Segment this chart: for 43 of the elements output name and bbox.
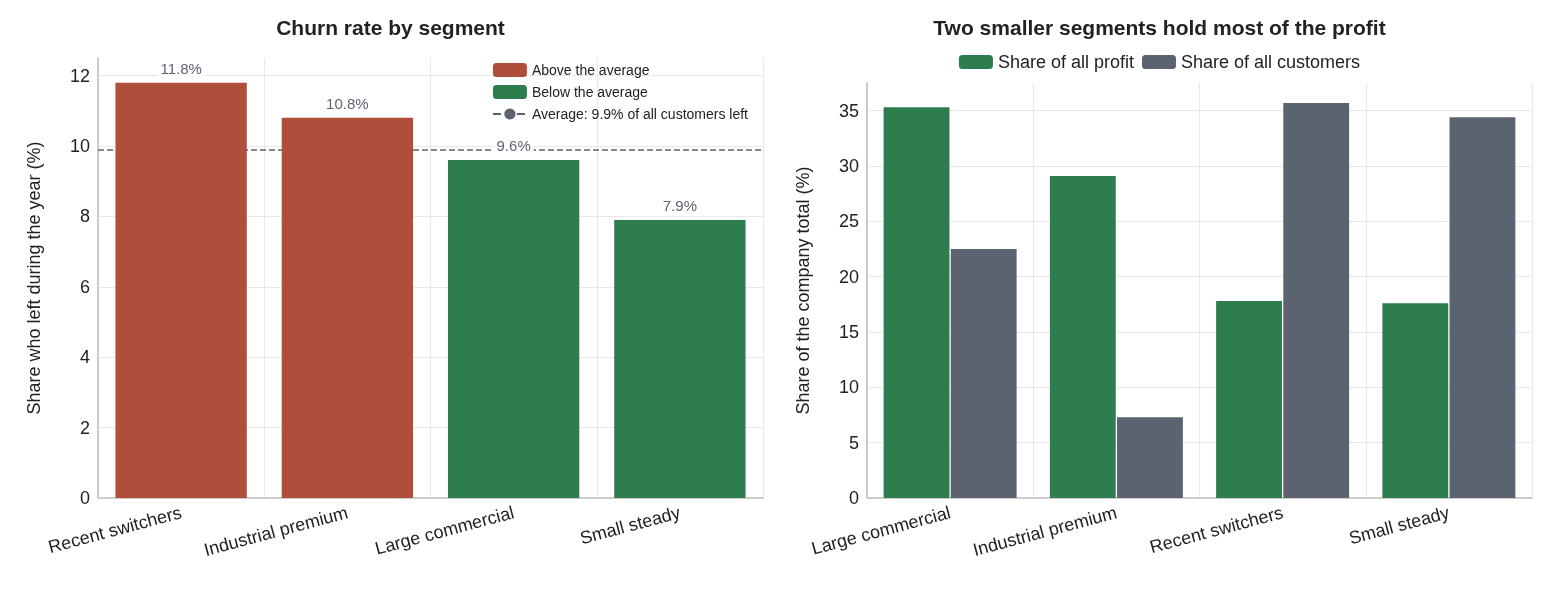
bar [1216,301,1282,498]
y-tick-label: 15 [838,322,859,342]
y-axis-title: Share of the company total (%) [793,166,813,415]
y-axis-title: Share who left during the year (%) [24,141,44,415]
bar [1382,303,1449,498]
y-tick-label: 2 [79,417,90,438]
legend-label: Share of all profit [997,52,1134,72]
text: 9.6% [496,137,531,155]
y-tick-label: 35 [838,100,859,121]
chart-title: Two smaller segments hold most of the profit [933,16,1386,39]
x-tick-label: Recent switchers [1147,502,1286,558]
y-tick-label: 0 [848,488,859,508]
bar [447,160,580,498]
x-tick-label: Small steady [577,502,683,549]
legend-label: Below the average [531,84,649,100]
text: 11.8% [160,59,202,77]
bar [1449,117,1516,498]
x-tick-label: Small steady [1346,502,1452,549]
text: 10.8% [326,94,369,112]
bar [1283,102,1350,498]
bar [950,249,1017,498]
text: 7.9% [662,196,697,214]
bar [614,219,746,498]
y-tick-label: 30 [838,156,859,176]
bar [883,107,950,498]
y-tick-label: 12 [69,65,90,86]
bar [1049,175,1116,498]
legend-label: Average: 9.9% of all customers left [531,106,749,122]
y-tick-label: 25 [838,211,859,232]
bar [281,117,414,498]
bar [1117,417,1183,498]
y-tick-label: 4 [79,347,90,368]
chart-title: Churn rate by segment [276,16,505,39]
y-tick-label: 10 [69,136,90,156]
y-tick-label: 6 [79,276,90,297]
legend-label: Share of all customers [1181,52,1361,72]
y-tick-label: 8 [79,206,90,227]
y-tick-label: 5 [848,432,859,453]
y-tick-label: 20 [838,266,859,287]
y-tick-label: 0 [79,488,90,508]
bar [115,82,247,498]
y-tick-label: 10 [838,377,859,398]
legend-label: Above the average [531,62,650,78]
